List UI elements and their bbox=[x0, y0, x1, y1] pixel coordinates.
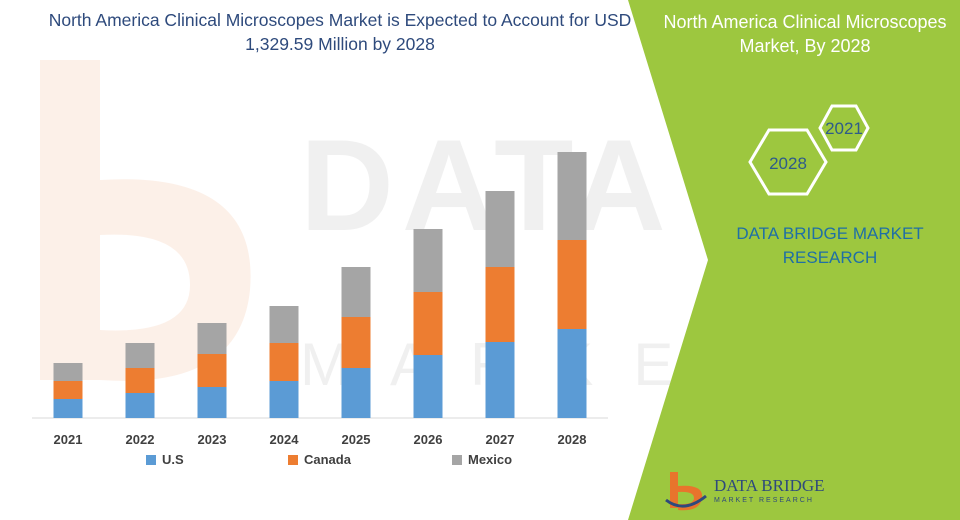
bar-2026-mexico bbox=[413, 229, 443, 292]
hex-label-small: 2021 bbox=[825, 119, 863, 138]
research-line-2: RESEARCH bbox=[782, 248, 878, 267]
x-tick-label: 2028 bbox=[558, 432, 587, 447]
brand-logo: DATA BRIDGE MARKET RESEARCH bbox=[664, 470, 834, 514]
bar-2026-canada bbox=[413, 292, 443, 355]
bar-2021-us bbox=[53, 399, 83, 418]
legend-swatch bbox=[452, 454, 462, 465]
chart-title: North America Clinical Microscopes Marke… bbox=[48, 10, 632, 54]
bar-2026-us bbox=[413, 355, 443, 418]
legend-label: Canada bbox=[304, 452, 351, 467]
x-tick-label: 2021 bbox=[54, 432, 83, 447]
panel-title-line-1: North America Clinical Microscopes bbox=[663, 12, 947, 32]
x-tick-label: 2023 bbox=[198, 432, 227, 447]
brand-subtitle: MARKET RESEARCH bbox=[714, 497, 814, 504]
panel-title: North America Clinical Microscopes Marke… bbox=[650, 10, 960, 58]
chart-legend: U.S Canada Mexico bbox=[0, 452, 960, 472]
brand-name: DATA BRIDGE bbox=[714, 476, 825, 495]
bar-2025-mexico bbox=[341, 267, 371, 317]
bar-2028-us bbox=[557, 329, 587, 418]
x-tick-label: 2026 bbox=[414, 432, 443, 447]
bar-2027-canada bbox=[485, 267, 515, 342]
bar-2022-canada bbox=[125, 368, 155, 393]
panel-background bbox=[628, 0, 960, 520]
bar-2021-mexico bbox=[53, 363, 83, 381]
bar-2023-mexico bbox=[197, 323, 227, 354]
bar-2025-us bbox=[341, 368, 371, 418]
bar-2022-mexico bbox=[125, 343, 155, 368]
legend-swatch bbox=[146, 454, 156, 465]
legend-item: Mexico bbox=[452, 452, 512, 467]
x-tick-label: 2024 bbox=[270, 432, 300, 447]
bar-2023-us bbox=[197, 387, 227, 418]
panel-research-text: DATA BRIDGE MARKET RESEARCH bbox=[700, 222, 960, 270]
bar-2028-mexico bbox=[557, 152, 587, 240]
bar-2024-canada bbox=[269, 343, 299, 381]
bar-2028-canada bbox=[557, 240, 587, 329]
legend-item: Canada bbox=[288, 452, 351, 467]
x-tick-label: 2022 bbox=[126, 432, 155, 447]
bar-2022-us bbox=[125, 393, 155, 418]
hexagon-small-icon bbox=[818, 104, 870, 152]
x-tick-label: 2027 bbox=[486, 432, 515, 447]
legend-label: U.S bbox=[162, 452, 184, 467]
legend-swatch bbox=[288, 454, 298, 465]
research-line-1: DATA BRIDGE MARKET bbox=[736, 224, 924, 243]
legend-item: U.S bbox=[146, 452, 184, 467]
hexagon-large-icon bbox=[748, 128, 828, 196]
bar-2024-us bbox=[269, 381, 299, 418]
bar-2021-canada bbox=[53, 381, 83, 399]
bar-2027-mexico bbox=[485, 191, 515, 267]
legend-label: Mexico bbox=[468, 452, 513, 467]
bar-2027-us bbox=[485, 342, 515, 418]
hex-label-large: 2028 bbox=[769, 154, 807, 173]
bar-2024-mexico bbox=[269, 306, 299, 343]
bar-2023-canada bbox=[197, 354, 227, 387]
brand-mark-icon bbox=[665, 472, 707, 511]
panel-title-line-2: Market, By 2028 bbox=[739, 36, 871, 56]
x-tick-label: 2025 bbox=[342, 432, 371, 447]
bar-2025-canada bbox=[341, 317, 371, 368]
